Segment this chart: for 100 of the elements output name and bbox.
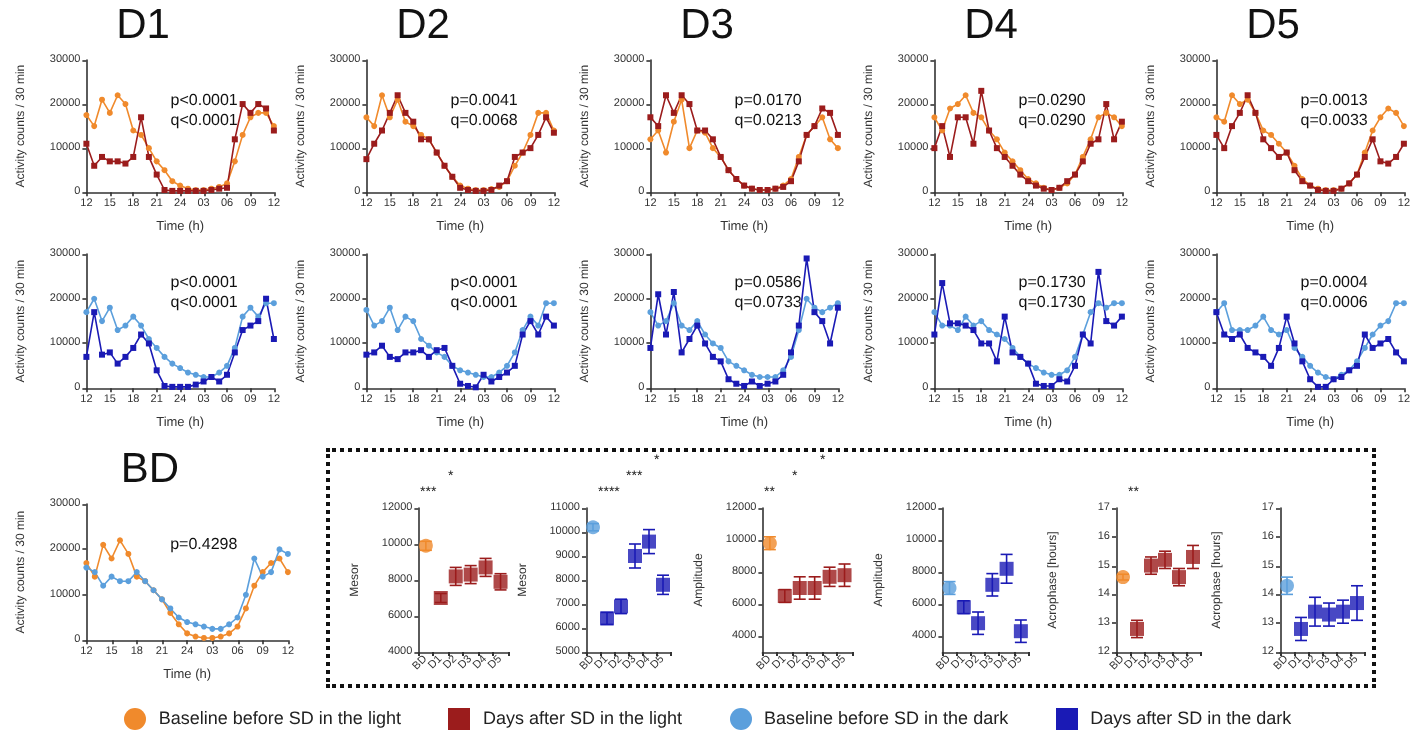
point: [702, 340, 709, 347]
line-series: [647, 255, 841, 389]
point: [284, 569, 291, 576]
point: [586, 520, 600, 535]
point: [702, 331, 709, 338]
point: [247, 322, 254, 329]
point: [1369, 331, 1376, 338]
point: [931, 114, 938, 121]
point: [686, 327, 693, 334]
point: [931, 331, 938, 338]
point: [1103, 101, 1110, 108]
point: [1322, 374, 1329, 381]
point: [642, 534, 656, 549]
point: [116, 537, 123, 544]
point: [1314, 369, 1321, 376]
annotation: p=0.0170: [734, 91, 803, 109]
point: [1308, 604, 1322, 619]
point: [1385, 160, 1392, 167]
point: [1056, 376, 1063, 383]
point: [978, 114, 985, 121]
point: [130, 153, 137, 160]
point: [686, 335, 693, 342]
point: [122, 322, 129, 329]
point: [550, 322, 557, 329]
point: [1393, 109, 1400, 116]
point: [169, 383, 176, 390]
point: [1294, 621, 1308, 636]
annotation: q=0.0290: [1018, 111, 1087, 129]
point: [962, 322, 969, 329]
point: [441, 344, 448, 351]
chart-title: D3: [680, 2, 734, 48]
point: [1048, 382, 1055, 389]
point: [379, 92, 386, 99]
point: [999, 561, 1014, 576]
point: [1377, 340, 1384, 347]
point: [1111, 114, 1118, 121]
point: [1369, 344, 1376, 351]
point: [234, 614, 241, 621]
point: [1229, 327, 1236, 334]
point: [1275, 153, 1282, 160]
point: [138, 331, 145, 338]
point: [1275, 344, 1282, 351]
point: [184, 383, 191, 390]
point: [1260, 313, 1267, 320]
point: [114, 158, 121, 165]
point: [504, 362, 511, 369]
point: [239, 131, 246, 138]
annotation: p=0.0004: [1300, 273, 1369, 291]
point: [511, 153, 518, 160]
point: [251, 582, 258, 589]
point: [748, 378, 755, 385]
point: [511, 349, 518, 356]
point: [1283, 327, 1290, 334]
point: [145, 340, 152, 347]
point: [1048, 371, 1055, 378]
point: [425, 342, 432, 349]
point: [1087, 340, 1094, 347]
point: [231, 136, 238, 143]
point: [177, 365, 184, 372]
chart-title: D5: [1246, 2, 1300, 48]
point: [1385, 105, 1392, 112]
point: [985, 577, 1000, 592]
point: [993, 145, 1000, 152]
point: [527, 145, 534, 152]
point: [145, 153, 152, 160]
point: [1244, 327, 1251, 334]
point: [1283, 313, 1290, 320]
point: [116, 578, 123, 585]
point: [686, 101, 693, 108]
point: [192, 621, 199, 628]
point: [1314, 383, 1321, 390]
point: [106, 349, 113, 356]
point: [1377, 158, 1384, 165]
legend-label: Days after SD in the light: [482, 708, 682, 728]
point: [441, 353, 448, 360]
point: [371, 140, 378, 147]
point: [978, 87, 985, 94]
point: [741, 367, 748, 374]
point: [1400, 140, 1407, 147]
point: [177, 182, 184, 189]
point: [1385, 318, 1392, 325]
point: [363, 306, 370, 313]
point: [1064, 367, 1071, 374]
point: [386, 109, 393, 116]
point: [153, 344, 160, 351]
point: [543, 114, 550, 121]
point: [655, 322, 662, 329]
point: [511, 162, 518, 169]
point: [535, 322, 542, 329]
point: [402, 313, 409, 320]
point: [772, 378, 779, 385]
point: [1111, 136, 1118, 143]
point: [947, 153, 954, 160]
point: [114, 92, 121, 99]
point: [1001, 313, 1008, 320]
point: [1095, 114, 1102, 121]
point: [1244, 344, 1251, 351]
point: [418, 538, 433, 553]
point: [1280, 578, 1294, 593]
point: [99, 351, 106, 358]
